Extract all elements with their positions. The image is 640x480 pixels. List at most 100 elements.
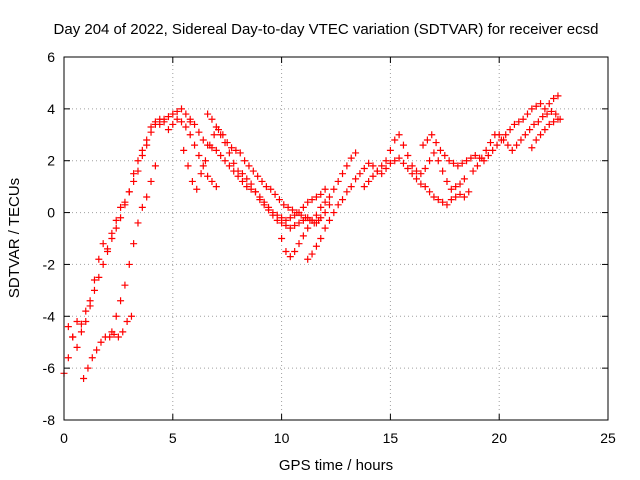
data-point [552, 110, 560, 118]
data-point [130, 170, 138, 178]
data-point [430, 193, 438, 201]
data-point [334, 201, 342, 209]
data-point [378, 170, 386, 178]
data-point [486, 139, 494, 147]
data-point [391, 136, 399, 144]
data-point [521, 131, 529, 139]
data-point [160, 118, 168, 126]
y-tick-label: -2 [43, 256, 56, 272]
y-tick-label: 6 [47, 49, 55, 65]
data-point [282, 222, 290, 230]
data-point [221, 139, 229, 147]
data-point [295, 240, 303, 248]
data-point [473, 162, 481, 170]
plot-frame [63, 56, 609, 421]
data-point [325, 193, 333, 201]
data-point [256, 196, 264, 204]
data-point [254, 172, 262, 180]
data-point [550, 94, 558, 102]
data-point [304, 224, 312, 232]
data-point [417, 170, 425, 178]
data-point [426, 157, 434, 165]
data-point [86, 302, 94, 310]
data-point [504, 141, 512, 149]
data-point [217, 131, 225, 139]
data-point [106, 333, 114, 341]
data-point [317, 190, 325, 198]
data-point [334, 177, 342, 185]
data-point [212, 146, 220, 154]
data-point [260, 201, 268, 209]
data-point [230, 159, 238, 167]
data-point [369, 162, 377, 170]
data-point [208, 115, 216, 123]
data-point [151, 120, 159, 128]
y-tick-label: -6 [43, 360, 56, 376]
data-point [445, 157, 453, 165]
data-point [82, 307, 90, 315]
data-points [60, 92, 564, 383]
data-point [432, 139, 440, 147]
data-point [225, 162, 233, 170]
data-series [204, 110, 333, 232]
chart-title: Day 204 of 2022, Sidereal Day-to-day VTE… [54, 21, 599, 38]
data-point [90, 276, 98, 284]
data-point [356, 170, 364, 178]
data-point [467, 154, 475, 162]
data-point [510, 120, 518, 128]
data-point [347, 154, 355, 162]
data-point [413, 167, 421, 175]
data-point [108, 235, 116, 242]
data-point [517, 136, 525, 144]
data-point [299, 216, 307, 224]
data-point [151, 162, 159, 170]
data-point [421, 164, 429, 172]
data-point [447, 185, 455, 193]
data-point [117, 214, 125, 222]
y-axis-label: SDTVAR / TECUs [6, 178, 23, 298]
data-point [232, 146, 240, 154]
data-point [452, 183, 460, 191]
data-point [478, 154, 486, 162]
data-point [121, 201, 129, 209]
data-point [360, 164, 368, 172]
data-point [199, 162, 207, 170]
data-point [217, 152, 225, 160]
data-point [208, 177, 216, 185]
data-point [97, 338, 105, 346]
data-point [284, 203, 292, 211]
data-point [143, 141, 151, 149]
data-point [130, 240, 138, 248]
data-point [408, 170, 416, 178]
data-point [178, 105, 186, 113]
data-point [439, 167, 447, 175]
data-point [541, 126, 549, 134]
data-point [369, 172, 377, 180]
data-point [523, 110, 531, 118]
data-point [321, 198, 329, 206]
data-point [460, 175, 468, 183]
data-point [339, 196, 347, 204]
data-point [530, 120, 538, 128]
x-axis-label: GPS time / hours [279, 457, 393, 474]
data-point [450, 159, 458, 167]
data-point [184, 162, 192, 170]
data-point [77, 320, 85, 328]
data-point [434, 157, 442, 165]
data-point [123, 317, 131, 325]
data-point [430, 149, 438, 157]
data-point [443, 177, 451, 185]
data-point [243, 183, 251, 191]
data-point [537, 100, 545, 108]
data-point [312, 193, 320, 201]
data-point [532, 102, 540, 110]
data-point [134, 167, 142, 175]
data-point [69, 333, 77, 341]
data-point [121, 281, 129, 289]
data-point [169, 120, 177, 128]
grid [64, 57, 608, 420]
data-point [352, 175, 360, 183]
data-point [308, 196, 316, 204]
data-point [434, 196, 442, 204]
